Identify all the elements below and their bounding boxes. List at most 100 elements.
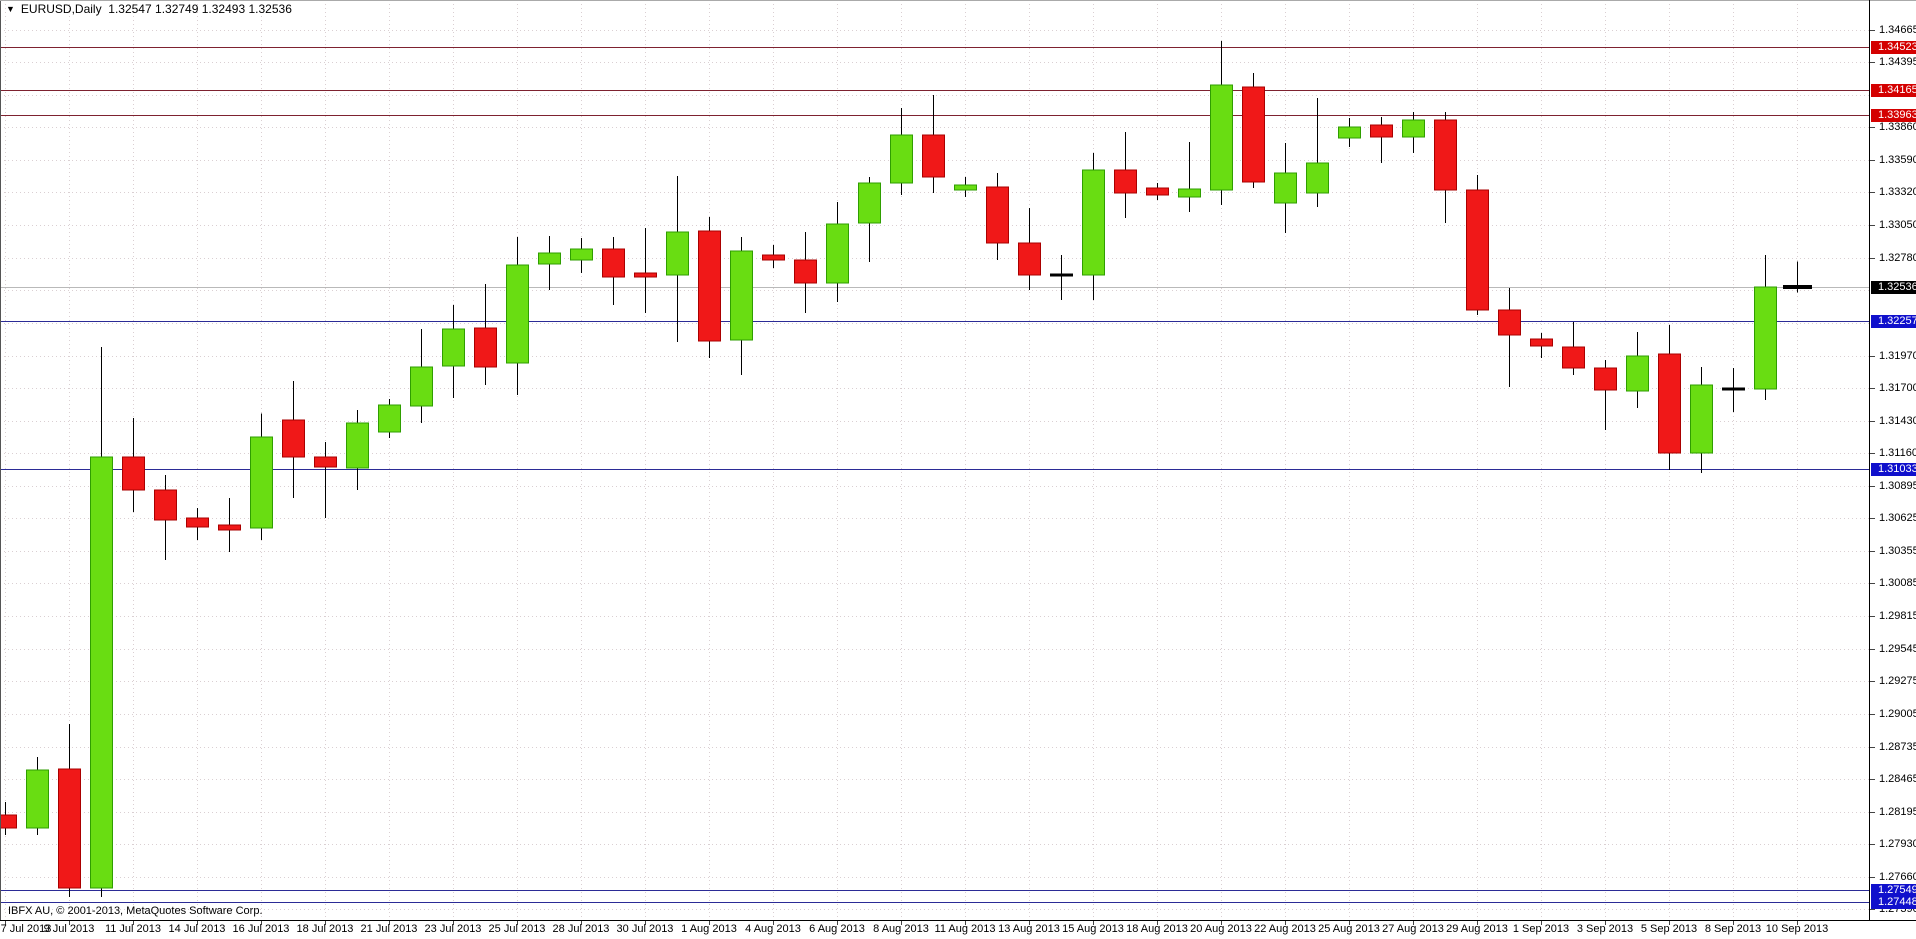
price-tick-label: 1.27930: [1879, 838, 1916, 850]
price-tick-label: 1.34395: [1879, 56, 1916, 68]
candle-doji: [1722, 387, 1745, 391]
date-tick-label: 11 Jul 2013: [104, 923, 162, 935]
candle-bull: [378, 404, 401, 433]
candle-bear: [1530, 338, 1553, 347]
candle-bull: [90, 456, 113, 889]
date-tick-label: 28 Jul 2013: [552, 923, 610, 935]
date-tick-label: 10 Sep 2013: [1765, 923, 1829, 935]
candle-bear: [794, 259, 817, 284]
date-tick-label: 15 Aug 2013: [1062, 923, 1124, 935]
candle-bull: [570, 248, 593, 261]
tick-down-icon: ▼: [6, 4, 15, 14]
candle-bull: [538, 252, 561, 265]
price-tick-label: 1.29275: [1879, 675, 1916, 687]
price-tick-label: 1.29545: [1879, 643, 1916, 655]
price-tick-label: 1.33590: [1879, 154, 1916, 166]
date-tick-label: 7 Jul 2013: [0, 923, 52, 935]
price-tick-label: 1.31970: [1879, 350, 1916, 362]
candle-bear: [698, 230, 721, 342]
candle-bull: [26, 769, 49, 829]
price-tag-blue: 1.32257: [1871, 315, 1916, 328]
candle-bull: [1178, 188, 1201, 198]
candle-bull: [1082, 169, 1105, 276]
candle-bull: [1306, 162, 1329, 194]
date-tick-label: 25 Aug 2013: [1318, 923, 1380, 935]
candle-bear: [1466, 189, 1489, 311]
candle-bear: [1018, 242, 1041, 276]
date-tick-label: 27 Aug 2013: [1382, 923, 1444, 935]
price-tag-blue: 1.31033: [1871, 463, 1916, 476]
date-tick-label: 4 Aug 2013: [745, 923, 801, 935]
candle-bull: [250, 436, 273, 529]
price-tag-red: 1.33963: [1871, 109, 1916, 122]
candle-bull: [410, 366, 433, 407]
candle-bull: [1626, 355, 1649, 392]
date-tick-label: 11 Aug 2013: [934, 923, 996, 935]
candle-bear: [634, 272, 657, 278]
quote-high: 1.32749: [155, 2, 199, 16]
candle-bear: [1498, 309, 1521, 336]
price-tick-label: 1.30355: [1879, 545, 1916, 557]
quote-header: ▼ EURUSD,Daily 1.32547 1.32749 1.32493 1.…: [6, 2, 292, 16]
price-tick-label: 1.27660: [1879, 871, 1916, 883]
candle-bear: [1594, 367, 1617, 391]
candle-bear: [1434, 119, 1457, 191]
candle-bear: [1242, 86, 1265, 183]
candle-bear: [1114, 169, 1137, 194]
date-tick-label: 21 Jul 2013: [360, 923, 418, 935]
price-tag-blue: 1.27549: [1871, 884, 1916, 897]
candle-bear: [122, 456, 145, 491]
date-tick-label: 8 Aug 2013: [873, 923, 929, 935]
candle-bull: [954, 184, 977, 191]
candle-bull: [506, 264, 529, 364]
date-tick-label: 25 Jul 2013: [488, 923, 546, 935]
candle-bull: [826, 223, 849, 284]
candle-bear: [1562, 346, 1585, 369]
candle-bull: [1338, 126, 1361, 139]
symbol-period-label: EURUSD,Daily: [20, 2, 102, 16]
candle-bull: [890, 134, 913, 184]
date-tick-label: 3 Sep 2013: [1576, 923, 1634, 935]
candle-bear: [186, 517, 209, 528]
candle-bear: [218, 524, 241, 531]
date-tick-label: 29 Aug 2013: [1446, 923, 1508, 935]
price-tick-label: 1.28195: [1879, 806, 1916, 818]
candle-bull: [346, 422, 369, 469]
price-tag-red: 1.34165: [1871, 84, 1916, 97]
candle-doji: [1050, 273, 1073, 277]
candle-bull: [858, 182, 881, 224]
candle-bull: [666, 231, 689, 276]
candle-bull: [1402, 119, 1425, 138]
price-tick-label: 1.32780: [1879, 252, 1916, 264]
candle-bull: [1754, 286, 1777, 390]
price-tick-label: 1.33050: [1879, 219, 1916, 231]
candle-bull: [730, 250, 753, 341]
date-tick-label: 16 Jul 2013: [232, 923, 290, 935]
candle-bear: [1146, 187, 1169, 196]
broker-copyright: IBFX AU, © 2001-2013, MetaQuotes Softwar…: [8, 905, 263, 917]
price-tick-label: 1.30085: [1879, 577, 1916, 589]
price-tag-blue: 1.27448: [1871, 896, 1916, 909]
price-tick-label: 1.30895: [1879, 480, 1916, 492]
price-tick-label: 1.33320: [1879, 186, 1916, 198]
candle-bear: [474, 327, 497, 368]
quote-low: 1.32493: [201, 2, 246, 16]
date-tick-label: 8 Sep 2013: [1704, 923, 1762, 935]
date-tick-label: 18 Jul 2013: [296, 923, 354, 935]
date-tick-label: 14 Jul 2013: [168, 923, 226, 935]
price-tag-black: 1.32536: [1871, 281, 1916, 294]
price-tick-label: 1.28735: [1879, 741, 1916, 753]
candle-bear: [282, 419, 305, 458]
price-tick-label: 1.29005: [1879, 708, 1916, 720]
candle-bear: [922, 134, 945, 178]
candle-bull: [442, 328, 465, 367]
candle-bull: [1690, 384, 1713, 454]
candle-bull: [1274, 172, 1297, 204]
date-tick-label: 9 Jul 2013: [43, 923, 95, 935]
candle-doji: [1783, 285, 1812, 289]
price-tick-label: 1.31700: [1879, 382, 1916, 394]
date-tick-label: 6 Aug 2013: [809, 923, 865, 935]
price-tick-label: 1.31430: [1879, 415, 1916, 427]
